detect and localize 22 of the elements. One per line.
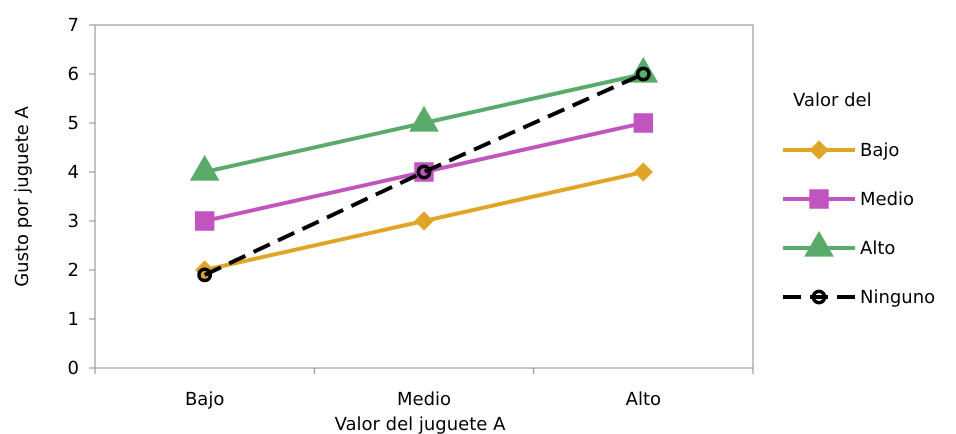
y-tick-label: 5	[68, 112, 79, 134]
point	[634, 113, 654, 133]
legend-label: Alto	[860, 238, 896, 259]
x-tick-label: Bajo	[184, 388, 224, 410]
y-tick-label: 2	[68, 260, 79, 281]
point	[634, 162, 653, 182]
y-tick-label: 3	[68, 210, 79, 232]
y-axis-title: Gusto por juguete A	[12, 106, 33, 287]
y-tick-label: 4	[68, 162, 79, 183]
y-tick-label: 1	[68, 308, 79, 330]
y-tick-label: 0	[68, 358, 79, 379]
legend-title: Valor del	[793, 90, 872, 111]
y-tick-label: 7	[68, 14, 79, 36]
x-tick-label: Medio	[396, 388, 452, 410]
legend-label: Medio	[860, 189, 914, 210]
point	[194, 211, 214, 231]
point	[414, 212, 434, 230]
y-tick-label: 6	[68, 64, 79, 85]
legend-label: Bajo	[860, 140, 900, 161]
x-tick-label: Alto	[626, 388, 662, 410]
legend-label: Ninguno	[860, 287, 936, 308]
x-axis-title: Valor del juguete A	[334, 414, 506, 434]
